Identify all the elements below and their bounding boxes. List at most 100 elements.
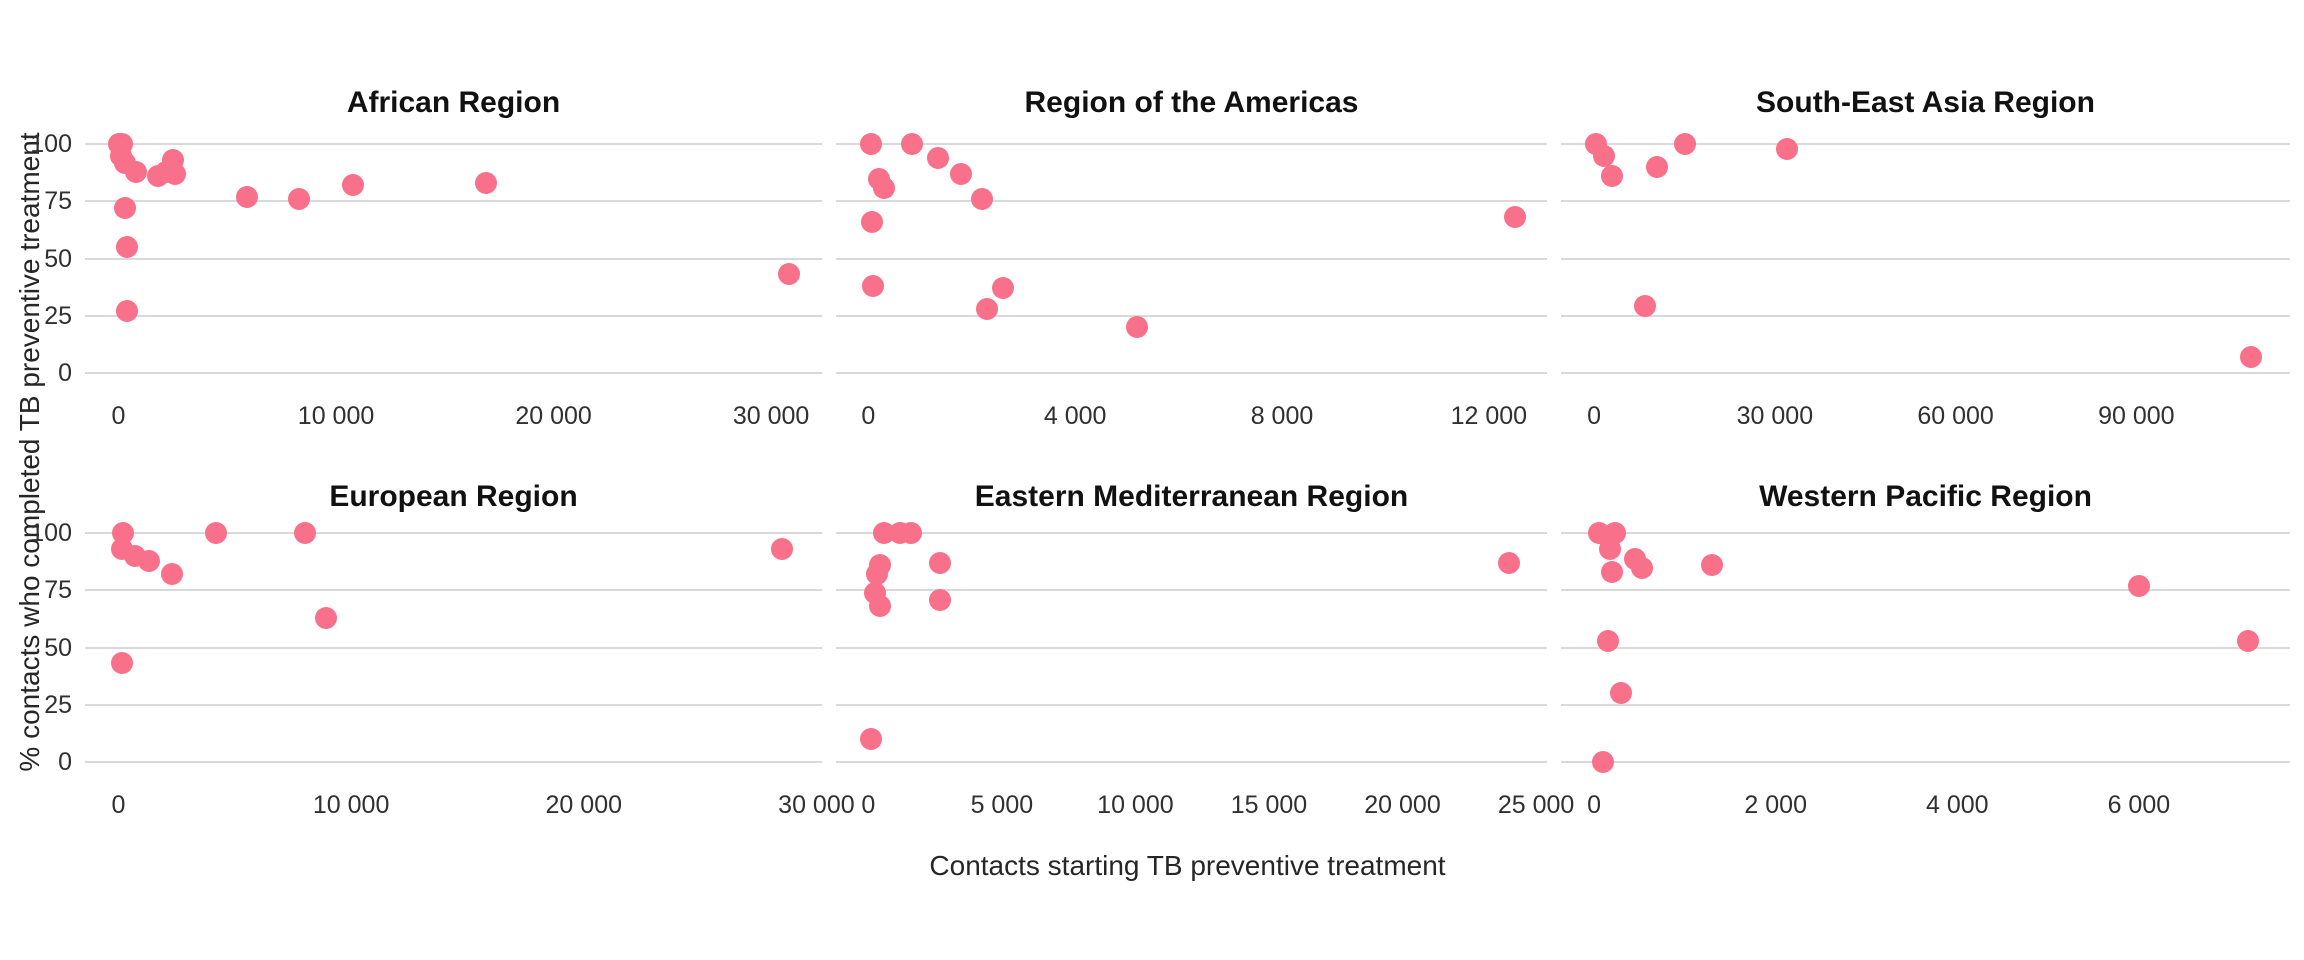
data-point — [929, 588, 952, 611]
gridline — [85, 703, 822, 706]
data-point — [114, 197, 137, 220]
gridline — [836, 760, 1547, 763]
y-tick-label: 75 — [44, 576, 72, 605]
gridline — [836, 371, 1547, 374]
gridline — [1561, 532, 2290, 535]
x-tick-label: 8 000 — [1250, 402, 1314, 430]
data-point — [2127, 574, 2150, 597]
data-point — [862, 274, 885, 297]
data-point — [1592, 750, 1615, 773]
x-tick-label: 10 000 — [297, 402, 375, 430]
gridline — [85, 257, 822, 260]
data-point — [1610, 682, 1633, 705]
data-point — [1596, 629, 1619, 652]
gridline — [836, 703, 1547, 706]
data-point — [1634, 295, 1657, 318]
y-tick-label: 50 — [44, 244, 72, 273]
data-point — [1646, 156, 1669, 179]
gridline — [836, 646, 1547, 649]
x-tick-label: 4 000 — [1043, 402, 1107, 430]
gridline — [836, 314, 1547, 317]
x-tick-label: 12 000 — [1450, 402, 1528, 430]
gridline — [85, 200, 822, 203]
data-point — [1599, 538, 1622, 561]
x-tick-label: 25 000 — [1497, 791, 1575, 819]
data-point — [872, 176, 895, 199]
data-point — [869, 595, 892, 618]
panel-title: Region of the Americas — [1024, 86, 1359, 119]
data-point — [991, 277, 1014, 300]
gridline — [836, 257, 1547, 260]
x-tick-label: 20 000 — [515, 402, 592, 430]
data-point — [205, 522, 228, 545]
x-tick-label: 0 — [1587, 402, 1602, 430]
data-point — [1631, 556, 1654, 579]
data-point — [110, 652, 133, 675]
x-tick-label: 15 000 — [1230, 791, 1308, 819]
gridline — [836, 200, 1547, 203]
gridline — [1561, 143, 2290, 146]
x-tick-label: 30 000 — [732, 402, 810, 430]
panel-title: African Region — [346, 86, 561, 119]
gridline — [836, 532, 1547, 535]
data-point — [164, 163, 187, 186]
data-point — [475, 172, 498, 195]
x-tick-label: 6 000 — [2107, 791, 2171, 819]
data-point — [124, 160, 147, 183]
data-point — [116, 299, 139, 322]
data-point — [927, 147, 950, 170]
data-point — [976, 297, 999, 320]
gridline — [1561, 760, 2290, 763]
data-point — [293, 522, 316, 545]
gridline — [1561, 589, 2290, 592]
data-point — [929, 552, 952, 575]
data-point — [900, 522, 923, 545]
data-point — [1601, 165, 1624, 188]
gridline — [85, 532, 822, 535]
data-point — [950, 163, 973, 186]
data-point — [1503, 206, 1526, 229]
x-tick-label: 0 — [111, 402, 126, 430]
y-tick-label: 100 — [30, 130, 72, 159]
gridline — [85, 646, 822, 649]
x-tick-label: 30 000 — [778, 791, 855, 819]
x-tick-label: 30 000 — [1736, 402, 1814, 430]
gridline — [85, 143, 822, 146]
data-point — [342, 174, 365, 197]
data-point — [1673, 133, 1696, 156]
gridline — [85, 589, 822, 592]
data-point — [1775, 137, 1798, 160]
data-point — [235, 185, 258, 208]
y-tick-label: 0 — [58, 747, 72, 776]
y-tick-label: 50 — [44, 633, 72, 662]
gridline — [85, 314, 822, 317]
x-tick-label: 10 000 — [1097, 791, 1174, 819]
panel-title: Western Pacific Region — [1759, 480, 2092, 513]
x-tick-label: 60 000 — [1917, 402, 1994, 430]
data-point — [116, 236, 139, 259]
gridline — [836, 589, 1547, 592]
gridline — [1561, 200, 2290, 203]
gridline — [1561, 371, 2290, 374]
data-point — [288, 188, 311, 211]
y-tick-label: 25 — [44, 301, 72, 330]
data-point — [1126, 315, 1149, 338]
data-point — [137, 549, 160, 572]
x-tick-label: 0 — [861, 791, 876, 819]
data-point — [2236, 629, 2259, 652]
data-point — [859, 727, 882, 750]
gridline — [1561, 257, 2290, 260]
data-point — [1601, 561, 1624, 584]
data-point — [161, 563, 183, 586]
data-point — [2239, 345, 2262, 368]
gridline — [85, 371, 822, 374]
x-tick-label: 20 000 — [1364, 791, 1441, 819]
x-tick-label: 10 000 — [312, 791, 390, 819]
y-tick-label: 25 — [44, 690, 72, 719]
y-tick-label: 0 — [58, 358, 72, 387]
panel-title: South-East Asia Region — [1756, 86, 2095, 119]
data-point — [777, 263, 800, 286]
data-point — [314, 606, 337, 629]
gridline — [1561, 703, 2290, 706]
